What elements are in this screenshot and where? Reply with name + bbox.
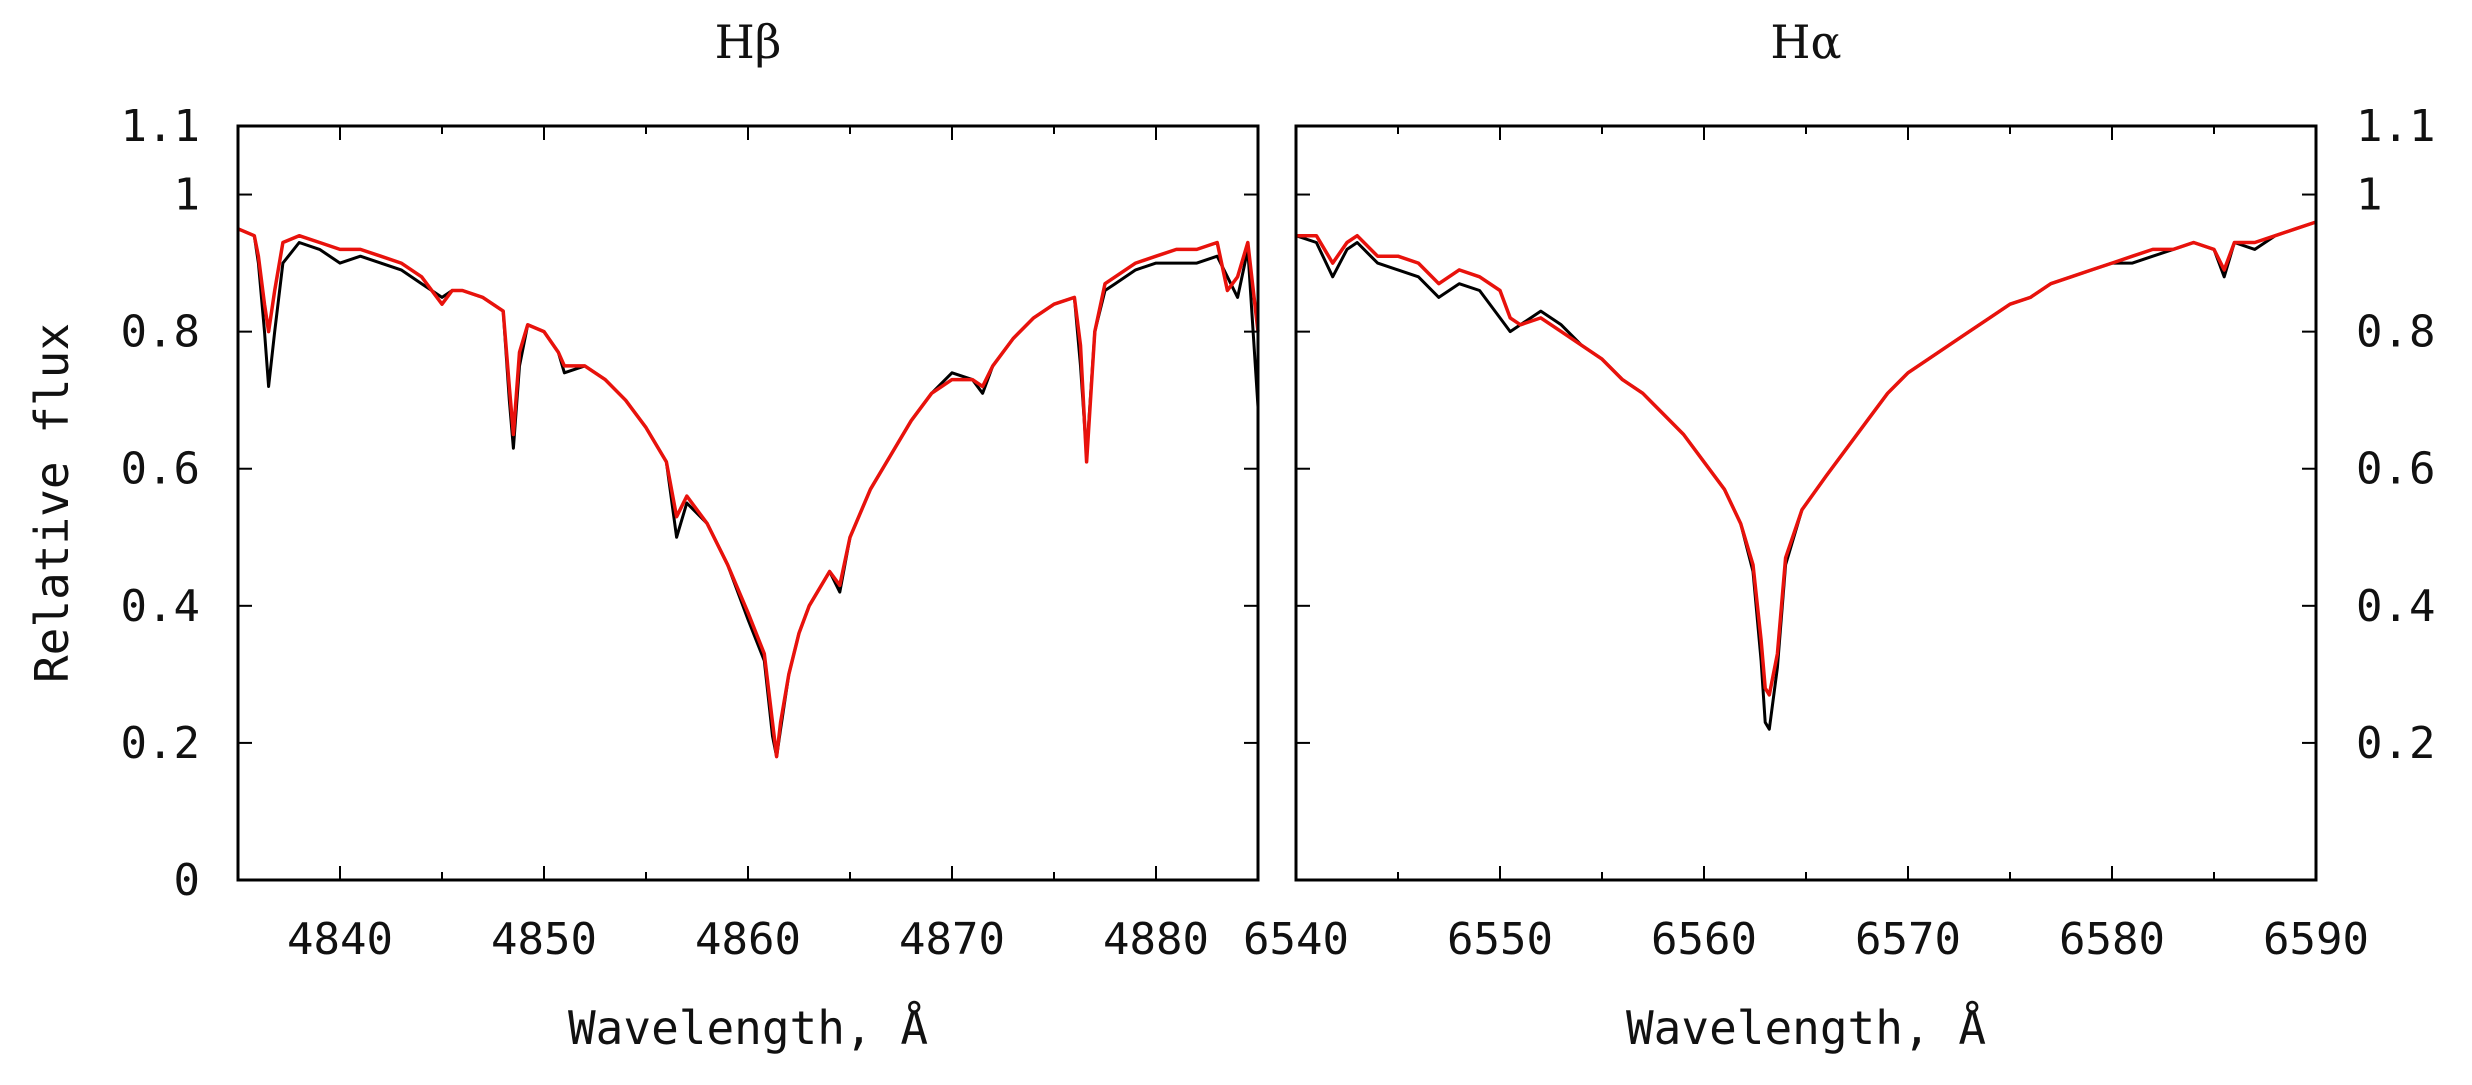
panel-title: Hβ [715,15,782,69]
y-tick-label-0-8: 0.8 [121,307,200,358]
x-axis-label: Wavelength, Å [1626,1001,1986,1055]
x-tick-label-6570: 6570 [1855,914,1961,965]
x-tick-label-6590: 6590 [2263,914,2369,965]
y-tick-label-1-1: 1.1 [121,101,200,152]
observed-spectrum-line [1295,220,2317,731]
y-tick-label-1-1: 1.1 [2356,101,2435,152]
y-tick-label-0-2: 0.2 [121,718,200,769]
x-tick-label-4840: 4840 [287,914,393,965]
plot-frame [236,124,1260,882]
y-tick-label-0: 0 [174,855,201,906]
x-tick-label-6580: 6580 [2059,914,2165,965]
y-tick-label-1: 1 [174,170,201,221]
panel-h-beta: 4840 4850 4860 4870 4880 0 0.2 0.4 0.6 0.8 1 1.1 Hβ W… [121,15,1260,1055]
model-spectrum-line [1296,220,2317,697]
x-tick-label-6540: 6540 [1243,914,1349,965]
y-tick-label-0-2: 0.2 [2356,718,2435,769]
x-tick-label-4850: 4850 [491,914,597,965]
y-tick-label-1: 1 [2356,170,2383,221]
panel-title: Hα [1770,15,1841,69]
x-tick-label-4860: 4860 [695,914,801,965]
y-tick-label-0-6: 0.6 [2356,444,2435,495]
y-tick-label-0-8: 0.8 [2356,307,2435,358]
model-spectrum-line [237,227,1260,759]
y-tick-label-0-4: 0.4 [2356,581,2435,632]
x-tick-label-4880: 4880 [1103,914,1209,965]
x-axis-label: Wavelength, Å [568,1001,928,1055]
observed-spectrum-line [237,227,1260,759]
y-tick-label-0-4: 0.4 [121,581,200,632]
x-tick-label-6560: 6560 [1651,914,1757,965]
x-tick-label-6550: 6550 [1447,914,1553,965]
y-axis-label: Relative flux [25,323,79,683]
panel-h-alpha: 6540 6550 6560 6570 6580 6590 0.2 0.4 0.6 0.8 1 1.1… [1243,15,2435,1055]
x-tick-label-4870: 4870 [899,914,1005,965]
y-tick-label-0-6: 0.6 [121,444,200,495]
